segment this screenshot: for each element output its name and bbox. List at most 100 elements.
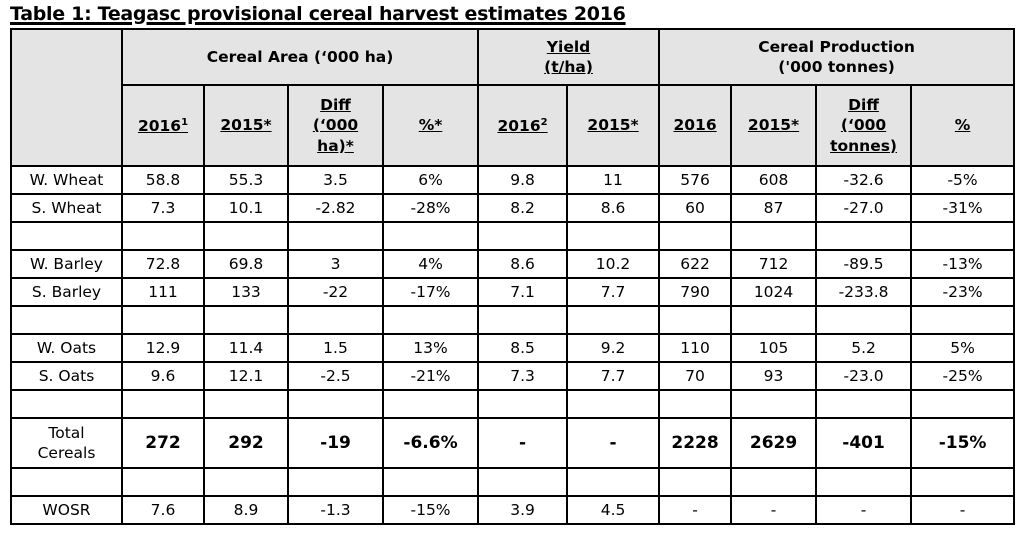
col-prod-pct: % xyxy=(910,84,1016,167)
col-prod-2015: 2015* xyxy=(730,84,818,167)
value-cell: 1.5 xyxy=(287,333,384,363)
value-cell: -13% xyxy=(910,249,1016,279)
empty-cell xyxy=(566,221,661,251)
col-text: Diff xyxy=(848,96,879,115)
spacer-row xyxy=(10,389,1016,419)
table-row: WOSR 7.6 8.9 -1.3 -15% 3.9 4.5- - - - xyxy=(10,495,1016,525)
value-cell: 11.4 xyxy=(203,333,289,363)
empty-cell xyxy=(910,389,1016,419)
empty-cell xyxy=(381,467,480,497)
table-row: W. Wheat 58.8 55.3 3.5 6% 9.8 11 576 608 -32.6 -5% xyxy=(10,165,1016,195)
empty-cell xyxy=(477,305,569,335)
row-label: Total Cereals xyxy=(10,417,123,469)
value-cell: 3.5 xyxy=(287,165,384,195)
value-cell: -32.6 xyxy=(815,165,913,195)
value-cell: 7.3 xyxy=(477,361,569,391)
value-cell: - xyxy=(730,495,818,525)
value-cell: 10.2 xyxy=(566,249,661,279)
value-cell: 8.9 xyxy=(203,495,289,525)
value-cell: 272 xyxy=(121,417,205,469)
value-cell: -1.3 xyxy=(287,495,384,525)
value-cell: 4.5 xyxy=(566,495,661,525)
empty-cell xyxy=(815,305,913,335)
table-title: Table 1: Teagasc provisional cereal harv… xyxy=(10,3,626,25)
empty-cell xyxy=(203,305,289,335)
col-prod-2016: 2016 xyxy=(658,84,733,167)
value-cell: 712 xyxy=(730,249,818,279)
empty-cell xyxy=(10,305,123,335)
empty-cell xyxy=(381,305,480,335)
empty-cell xyxy=(910,221,1016,251)
value-cell: -89.5 xyxy=(815,249,913,279)
group-cereal-area: Cereal Area (‘000 ha) xyxy=(120,28,480,86)
row-label: S. Wheat xyxy=(10,193,123,223)
col-text: (‘000 xyxy=(312,116,359,135)
value-cell: 87 xyxy=(730,193,818,223)
value-cell: 70 xyxy=(658,361,733,391)
col-area-2016: 20161 xyxy=(121,84,205,167)
value-cell: 60 xyxy=(658,193,733,223)
value-cell: 11 xyxy=(566,165,661,195)
table-row: S. Barley 111 133 -22 -17% 7.1 7.7 790 1024 -233.… xyxy=(10,277,1016,307)
group-yield: Yield (t/ha) xyxy=(477,28,661,86)
value-cell: -401 xyxy=(815,417,913,469)
value-cell: 55.3 xyxy=(203,165,289,195)
empty-cell xyxy=(566,389,661,419)
empty-cell xyxy=(381,221,480,251)
table-row: S. Wheat 7.3 10.1 -2.82 -28% 8.2 8.6 60 87 -27.0-… xyxy=(10,193,1016,223)
empty-cell xyxy=(121,305,205,335)
value-cell: 69.8 xyxy=(203,249,289,279)
empty-cell xyxy=(815,389,913,419)
value-cell: 105 xyxy=(730,333,818,363)
row-label: W. Wheat xyxy=(10,165,123,195)
value-cell: 2629 xyxy=(730,417,818,469)
value-cell: 110 xyxy=(658,333,733,363)
empty-cell xyxy=(381,389,480,419)
empty-cell xyxy=(477,389,569,419)
table-row: W. Barley 72.8 69.8 3 4% 8.6 10.2 622 712 -89.5 -1… xyxy=(10,249,1016,279)
row-label: S. Barley xyxy=(10,277,123,307)
empty-cell xyxy=(910,305,1016,335)
value-cell: 1024 xyxy=(730,277,818,307)
empty-cell xyxy=(10,467,123,497)
value-cell: 8.2 xyxy=(477,193,569,223)
value-cell: 58.8 xyxy=(121,165,205,195)
empty-cell xyxy=(121,467,205,497)
production-label: Cereal Production xyxy=(758,37,915,56)
value-cell: 7.1 xyxy=(477,277,569,307)
value-cell: 3.9 xyxy=(477,495,569,525)
group-header-row: Cereal Area (‘000 ha) Yield (t/ha) Cereal… xyxy=(10,28,1016,167)
value-cell: 9.6 xyxy=(121,361,205,391)
spacer-row xyxy=(10,467,1016,497)
value-cell: 12.1 xyxy=(203,361,289,391)
value-cell: - xyxy=(658,495,733,525)
value-cell: -22 xyxy=(287,277,384,307)
row-label: WOSR xyxy=(10,495,123,525)
value-cell: 622 xyxy=(658,249,733,279)
empty-cell xyxy=(287,467,384,497)
value-cell: -25% xyxy=(910,361,1016,391)
value-cell: -23.0 xyxy=(815,361,913,391)
column-header-row: 20161 2015* Diff (‘000 ha)* %* 20162 2015*… xyxy=(11,84,1016,167)
value-cell: 12.9 xyxy=(121,333,205,363)
value-cell: -27.0 xyxy=(815,193,913,223)
value-cell: -2.82 xyxy=(287,193,384,223)
col-area-diff: Diff (‘000 ha)* xyxy=(287,84,384,167)
empty-cell xyxy=(287,221,384,251)
value-cell: 790 xyxy=(658,277,733,307)
value-cell: 8.6 xyxy=(477,249,569,279)
table-row: S. Oats 9.6 12.1 -2.5 -21% 7.3 7.7 70 93 -23.0 -25… xyxy=(10,361,1016,391)
empty-cell xyxy=(910,467,1016,497)
empty-cell xyxy=(121,389,205,419)
col-text: 2016 xyxy=(497,116,541,135)
value-cell: - xyxy=(566,417,661,469)
value-cell: -2.5 xyxy=(287,361,384,391)
value-cell: 3 xyxy=(287,249,384,279)
col-yield-2016: 20162 xyxy=(477,84,569,167)
col-text: 2015* xyxy=(747,116,800,135)
value-cell: -17% xyxy=(381,277,480,307)
value-cell: - xyxy=(815,495,913,525)
col-text: tonnes) xyxy=(830,136,898,155)
value-cell: 2228 xyxy=(658,417,733,469)
empty-cell xyxy=(730,221,818,251)
